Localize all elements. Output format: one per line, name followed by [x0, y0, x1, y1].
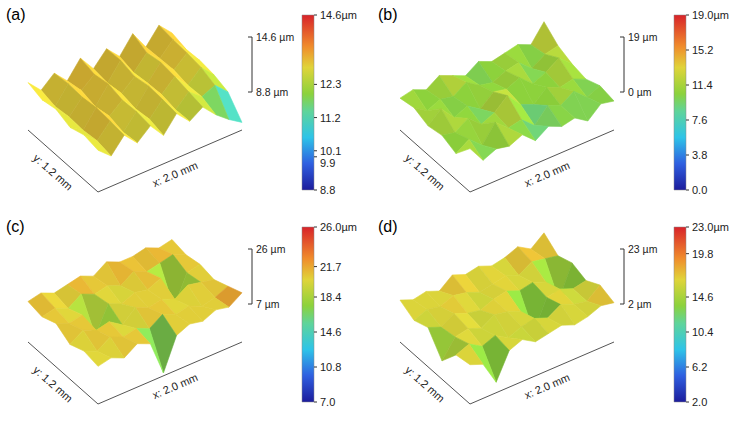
svg-text:0 µm: 0 µm — [628, 86, 652, 98]
svg-text:y: 1.2 mm: y: 1.2 mm — [31, 364, 75, 405]
svg-text:x: 2.0 mm: x: 2.0 mm — [522, 371, 571, 401]
svg-text:2 µm: 2 µm — [628, 298, 652, 310]
svg-text:x: 2.0 mm: x: 2.0 mm — [150, 159, 199, 189]
svg-text:y: 1.2 mm: y: 1.2 mm — [31, 152, 75, 193]
svg-text:18.4: 18.4 — [320, 291, 341, 303]
svg-text:10.1: 10.1 — [320, 145, 341, 157]
svg-text:10.8: 10.8 — [320, 361, 341, 373]
svg-text:9.9: 9.9 — [320, 157, 335, 169]
svg-text:7.6: 7.6 — [692, 114, 707, 126]
svg-text:15.2: 15.2 — [692, 44, 713, 56]
svg-text:x: 2.0 mm: x: 2.0 mm — [522, 159, 571, 189]
svg-text:26.0µm: 26.0µm — [320, 221, 357, 233]
svg-text:7 µm: 7 µm — [256, 298, 280, 310]
svg-text:3.8: 3.8 — [692, 149, 707, 161]
svg-text:14.6: 14.6 — [692, 291, 713, 303]
svg-text:(a): (a) — [6, 6, 26, 23]
svg-text:14.6µm: 14.6µm — [320, 9, 357, 21]
svg-text:7.0: 7.0 — [320, 396, 335, 408]
svg-text:x: 2.0 mm: x: 2.0 mm — [150, 371, 199, 401]
svg-text:2.0: 2.0 — [692, 396, 707, 408]
svg-text:y: 1.2 mm: y: 1.2 mm — [403, 364, 447, 405]
svg-text:(d): (d) — [378, 218, 398, 235]
svg-text:23.0µm: 23.0µm — [692, 221, 729, 233]
svg-text:19.0µm: 19.0µm — [692, 9, 729, 21]
svg-text:8.8: 8.8 — [320, 184, 335, 196]
svg-text:11.2: 11.2 — [320, 112, 341, 124]
svg-text:14.6 µm: 14.6 µm — [256, 31, 294, 43]
svg-text:26 µm: 26 µm — [256, 243, 286, 255]
svg-text:21.7: 21.7 — [320, 261, 341, 273]
svg-text:y: 1.2 mm: y: 1.2 mm — [403, 152, 447, 193]
svg-text:19 µm: 19 µm — [628, 31, 658, 43]
svg-text:14.6: 14.6 — [320, 326, 341, 338]
svg-text:11.4: 11.4 — [692, 79, 713, 91]
svg-text:23 µm: 23 µm — [628, 243, 658, 255]
svg-text:6.2: 6.2 — [692, 361, 707, 373]
svg-text:19.8: 19.8 — [692, 248, 713, 260]
svg-text:0.0: 0.0 — [692, 184, 707, 196]
svg-text:8.8 µm: 8.8 µm — [256, 86, 289, 98]
svg-text:(c): (c) — [6, 218, 25, 235]
svg-text:(b): (b) — [378, 6, 398, 23]
svg-text:12.3: 12.3 — [320, 78, 341, 90]
svg-text:10.4: 10.4 — [692, 326, 713, 338]
